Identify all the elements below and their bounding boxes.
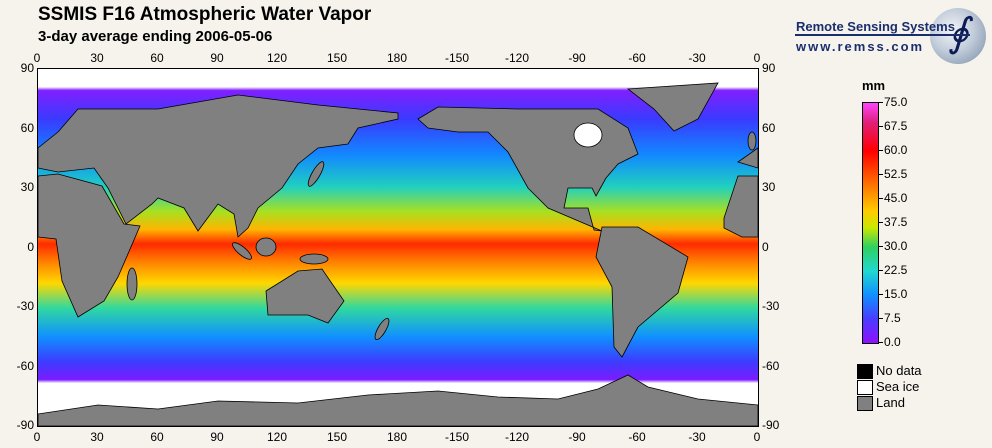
lat-label-left: -90 (16, 418, 34, 432)
legend-label-sea-ice: Sea ice (876, 379, 920, 394)
lon-label-top: -60 (628, 51, 646, 65)
sea-ice-hudson-bay (573, 122, 603, 148)
lon-label-bottom: -90 (568, 430, 586, 444)
lon-label-bottom: -150 (444, 430, 470, 444)
land-new-zealand (374, 318, 390, 340)
water-vapor-map (37, 68, 759, 427)
lon-label-bottom: -60 (628, 430, 646, 444)
page-title: SSMIS F16 Atmospheric Water Vapor (38, 4, 372, 25)
lon-label-bottom: 0 (33, 430, 41, 444)
colorbar-tick-mark (878, 150, 883, 151)
land-borneo (255, 237, 277, 257)
integral-symbol-icon: ∮ (948, 10, 969, 56)
colorbar-tick-mark (878, 342, 883, 343)
lon-label-top: 60 (150, 51, 164, 65)
colorbar-tick-mark (878, 198, 883, 199)
logo-url: www.remss.com (796, 39, 925, 54)
lon-label-top: -30 (688, 51, 706, 65)
lon-label-top: 30 (90, 51, 104, 65)
lat-label-left: -30 (16, 299, 34, 313)
colorbar-tick-mark (878, 102, 883, 103)
lon-label-top: -120 (504, 51, 530, 65)
lat-label-left: 30 (20, 180, 34, 194)
land-south-america (595, 226, 689, 358)
lat-label-right: 0 (762, 239, 769, 254)
land-africa (37, 173, 141, 318)
colorbar-tick-label: 37.5 (884, 215, 908, 229)
lon-label-bottom: 90 (210, 430, 224, 444)
lon-label-bottom: -30 (688, 430, 706, 444)
land-new-guinea (299, 253, 329, 265)
lat-label-left: 60 (20, 120, 34, 135)
colorbar-tick-label: 60.0 (884, 143, 908, 157)
logo-name: Remote Sensing Systems (796, 19, 955, 34)
colorbar-tick-mark (878, 222, 883, 223)
lon-label-top: 150 (326, 51, 348, 65)
lat-label-left: 0 (27, 239, 34, 254)
land-britain (747, 131, 757, 151)
land-greenland (626, 82, 719, 132)
land-eurasia (37, 94, 399, 238)
lon-label-bottom: 0 (753, 430, 761, 444)
legend-swatch-no-data (857, 364, 873, 379)
lat-label-right: 30 (762, 180, 776, 194)
lon-label-bottom: 150 (326, 430, 348, 444)
colorbar-tick-label: 15.0 (884, 287, 908, 301)
lat-label-right: -90 (762, 418, 780, 432)
colorbar-tick-label: 30.0 (884, 239, 908, 253)
lon-label-top: -150 (444, 51, 470, 65)
logo-divider (795, 34, 970, 36)
lon-label-bottom: -120 (504, 430, 530, 444)
colorbar-tick-mark (878, 126, 883, 127)
page-subtitle: 3-day average ending 2006-05-06 (38, 28, 273, 45)
map-svg (37, 69, 759, 427)
lat-label-right: -60 (762, 358, 780, 373)
globe-logo-icon (930, 8, 986, 64)
colorbar-tick-label: 75.0 (884, 95, 908, 109)
lat-label-right: -30 (762, 299, 780, 313)
colorbar-tick-label: 45.0 (884, 191, 908, 205)
colorbar (862, 102, 879, 344)
colorbar-tick-mark (878, 318, 883, 319)
legend-swatch-sea-ice (857, 380, 873, 395)
lon-label-bottom: 30 (90, 430, 104, 444)
land-australia (265, 268, 345, 324)
colorbar-unit: mm (862, 78, 886, 93)
legend-label-no-data: No data (876, 363, 922, 378)
colorbar-tick-label: 52.5 (884, 167, 908, 181)
land-sumatra (232, 242, 252, 260)
legend-label-land: Land (876, 395, 905, 410)
lon-label-top: 90 (210, 51, 224, 65)
colorbar-tick-label: 0.0 (884, 335, 901, 349)
lat-label-left: 90 (20, 61, 34, 75)
lon-label-bottom: 180 (386, 430, 408, 444)
colorbar-tick-mark (878, 270, 883, 271)
colorbar-tick-mark (878, 246, 883, 247)
lat-label-left: -60 (16, 358, 34, 373)
lon-label-top: 180 (386, 51, 408, 65)
land-madagascar (126, 267, 138, 301)
lon-label-top: -90 (568, 51, 586, 65)
lon-label-top: 0 (33, 51, 41, 65)
lat-label-right: 60 (762, 120, 776, 135)
legend-swatch-land (857, 396, 873, 411)
lon-label-bottom: 60 (150, 430, 164, 444)
lon-label-bottom: 120 (266, 430, 288, 444)
lat-label-right: 90 (762, 61, 776, 75)
lon-label-top: 120 (266, 51, 288, 65)
colorbar-tick-label: 67.5 (884, 119, 908, 133)
colorbar-tick-mark (878, 174, 883, 175)
colorbar-tick-label: 22.5 (884, 263, 908, 277)
lon-label-top: 0 (753, 51, 761, 65)
colorbar-tick-label: 7.5 (884, 311, 901, 325)
colorbar-tick-mark (878, 294, 883, 295)
land-japan (307, 161, 325, 187)
